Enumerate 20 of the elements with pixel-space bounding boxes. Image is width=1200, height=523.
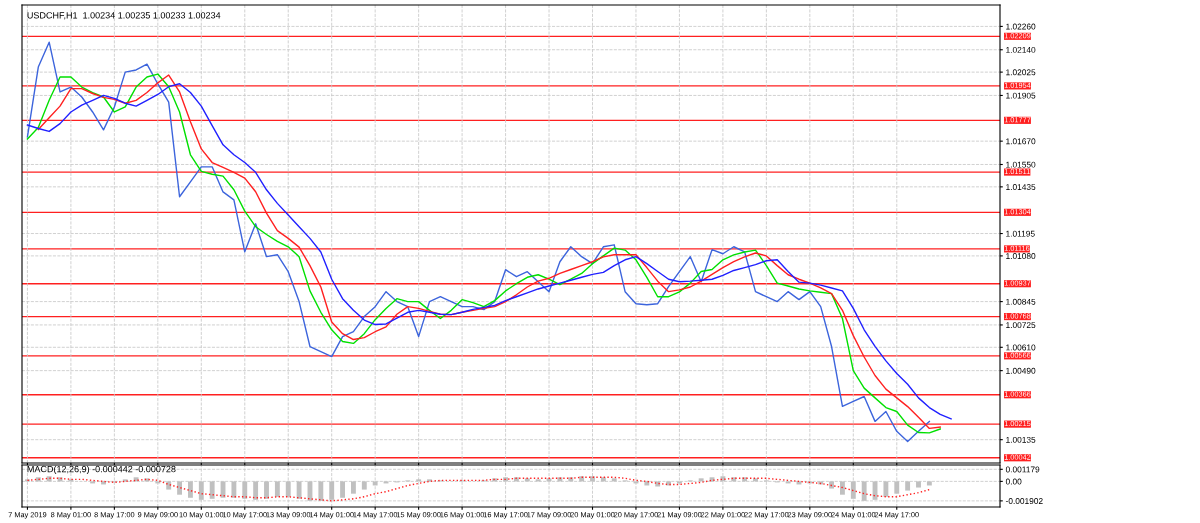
y-tick-label: 0.00 (1005, 478, 1022, 485)
y-tick-label: 0.001179 (1005, 466, 1040, 473)
text: USDCHF,H1 1.00234 1.00235 1.00233 1.00234 (27, 12, 221, 20)
y-tick-label: 1.01080 (1006, 253, 1036, 259)
y-tick-label: 1.01670 (1006, 138, 1036, 145)
y-tick-label: 1.00725 (1006, 322, 1036, 329)
y-tick-label: 1.01435 (1006, 184, 1036, 190)
chart-title: MACD(12,26,9) -0.000442 -0.000728 (27, 465, 176, 475)
y-tick-label: -0.001902 (1005, 498, 1043, 504)
y-tick-label: 1.00845 (1006, 298, 1036, 305)
y-tick-label: 1.00610 (1006, 344, 1036, 351)
y-tick-label: 1.01195 (1006, 230, 1035, 237)
y-tick-label: 1.02025 (1006, 69, 1036, 76)
y-tick-label: 1.00490 (1006, 367, 1036, 374)
line-series (26, 476, 931, 502)
y-tick-label: 1.01905 (1006, 92, 1036, 99)
y-tick-label: 1.02260 (1006, 23, 1036, 30)
y-tick-label: 1.00135 (1006, 436, 1036, 443)
y-tick-label: 1.01550 (1006, 161, 1036, 168)
y-tick-label: 1.02140 (1006, 46, 1036, 53)
